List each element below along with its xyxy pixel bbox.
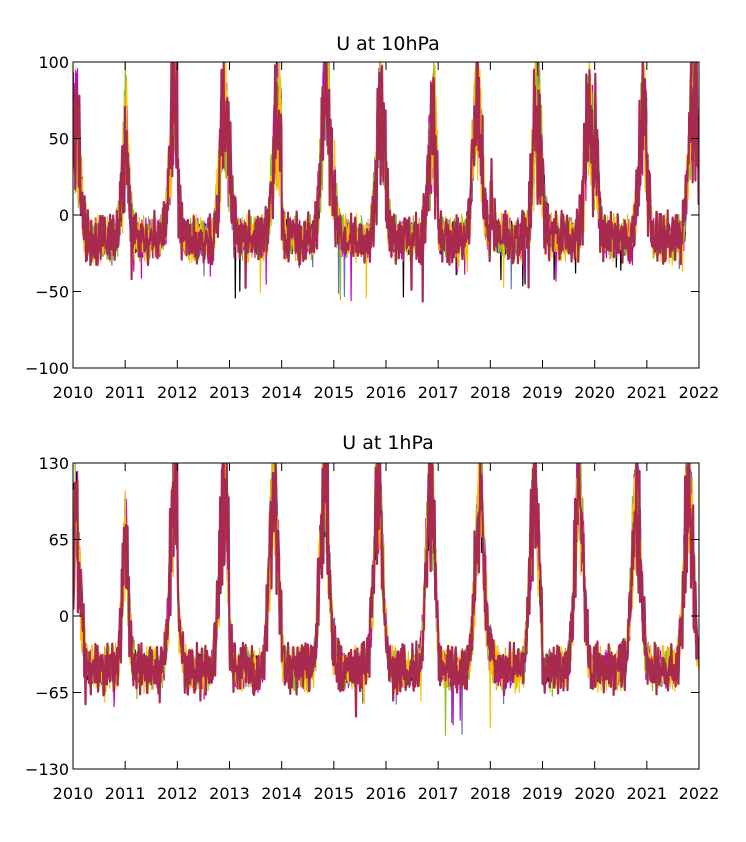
ensemble-member-trace xyxy=(73,62,699,303)
x-tick-label: 2011 xyxy=(105,784,146,803)
x-tick-label: 2016 xyxy=(366,383,407,402)
x-tick-label: 2018 xyxy=(470,784,511,803)
x-tick-label: 2021 xyxy=(626,784,667,803)
x-tick-label: 2021 xyxy=(626,383,667,402)
x-tick-label: 2015 xyxy=(313,784,354,803)
y-tick-label: 0 xyxy=(59,607,69,626)
y-tick-label: 0 xyxy=(59,206,69,225)
chart-panel-u-1hpa: U at 1hPa 130 65 0 −65 −130 2010 2011 2012 2013… xyxy=(25,432,719,803)
x-tick-label: 2015 xyxy=(313,383,354,402)
x-axis: 2010 2011 2012 2013 2014 2015 2016 2017 2018 2019… xyxy=(53,62,720,402)
x-tick-label: 2022 xyxy=(679,383,720,402)
ensemble-member-trace xyxy=(73,463,699,726)
y-tick-label: −130 xyxy=(25,760,69,779)
x-tick-label: 2011 xyxy=(105,383,146,402)
x-tick-label: 2018 xyxy=(470,383,511,402)
x-tick-label: 2012 xyxy=(157,784,198,803)
x-tick-label: 2014 xyxy=(261,383,302,402)
y-tick-label: 100 xyxy=(38,53,69,72)
y-tick-label: 130 xyxy=(38,454,69,473)
x-tick-label: 2013 xyxy=(209,383,250,402)
chart-title: U at 1hPa xyxy=(342,432,433,454)
plot-area xyxy=(73,463,699,736)
y-tick-label: −100 xyxy=(25,359,69,378)
ensemble-member-trace xyxy=(73,463,699,718)
x-tick-label: 2019 xyxy=(522,784,563,803)
x-tick-label: 2020 xyxy=(574,784,615,803)
x-tick-label: 2020 xyxy=(574,383,615,402)
y-axis: 130 65 0 −65 −130 xyxy=(25,454,699,779)
x-tick-label: 2012 xyxy=(157,383,198,402)
x-axis: 2010 2011 2012 2013 2014 2015 2016 2017 2018 2019… xyxy=(53,463,720,803)
y-tick-label: 50 xyxy=(49,130,69,149)
x-tick-label: 2010 xyxy=(53,784,94,803)
x-tick-label: 2017 xyxy=(418,784,459,803)
ensemble-member-trace xyxy=(73,463,699,729)
x-tick-label: 2014 xyxy=(261,784,302,803)
x-tick-label: 2013 xyxy=(209,784,250,803)
y-tick-label: −50 xyxy=(35,283,69,302)
x-tick-label: 2022 xyxy=(679,784,720,803)
y-axis: 100 50 0 −50 −100 xyxy=(25,53,699,378)
x-tick-label: 2010 xyxy=(53,383,94,402)
x-tick-label: 2019 xyxy=(522,383,563,402)
plot-area xyxy=(73,62,699,303)
x-tick-label: 2017 xyxy=(418,383,459,402)
y-tick-label: 65 xyxy=(49,531,69,550)
y-tick-label: −65 xyxy=(35,684,69,703)
x-tick-label: 2016 xyxy=(366,784,407,803)
chart-title: U at 10hPa xyxy=(336,33,440,55)
